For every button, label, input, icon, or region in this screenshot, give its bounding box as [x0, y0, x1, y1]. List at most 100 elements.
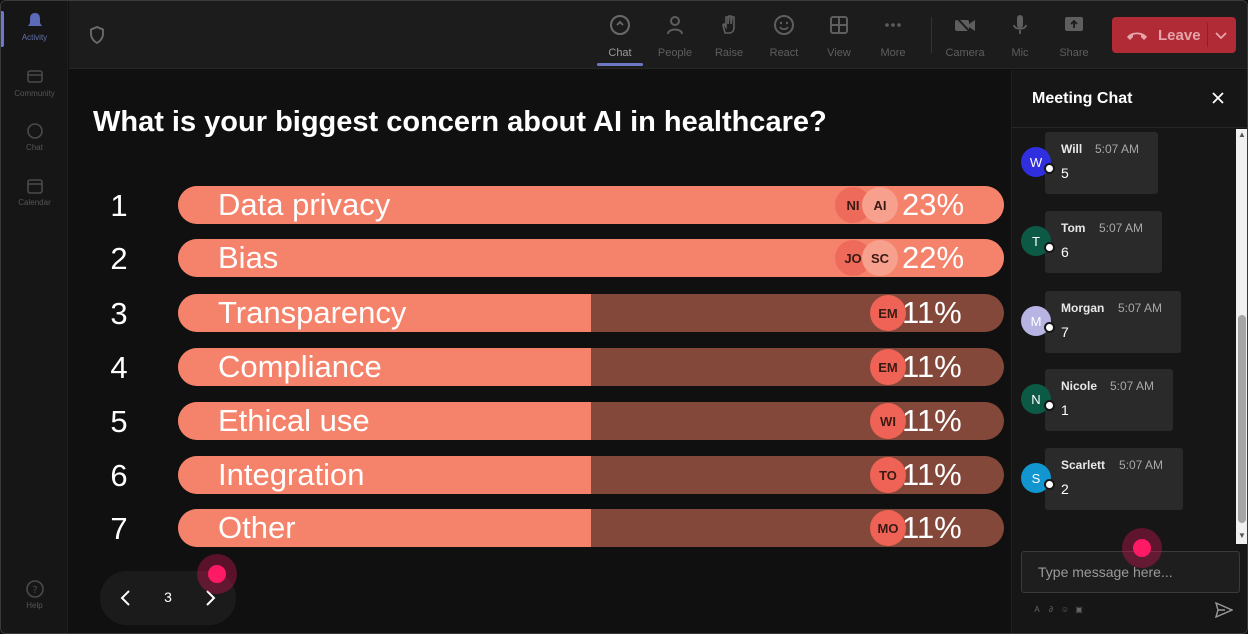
scroll-up-icon[interactable]: ▲ — [1238, 130, 1246, 139]
scrollbar-thumb[interactable] — [1238, 315, 1246, 523]
leave-button[interactable]: Leave — [1112, 17, 1236, 53]
poll-row: 3 Transparency EM 11% — [69, 294, 1010, 332]
voter-avatar: WI — [870, 403, 906, 439]
toolbar-label: People — [657, 47, 693, 59]
poll-option-label: Compliance — [218, 349, 382, 384]
hand-icon — [717, 13, 741, 37]
sender-name: Will — [1061, 142, 1083, 156]
toolbar-view-button[interactable]: View — [815, 9, 863, 61]
chat-scrollbar[interactable]: ▲ ▼ — [1236, 129, 1247, 544]
camera-off-icon — [953, 13, 977, 37]
toolbar-share-button[interactable]: Share — [1050, 9, 1098, 61]
message-bubble: Tom 5:07 AM 6 — [1045, 211, 1162, 273]
poll-percentage: 11% — [902, 295, 962, 330]
chevron-left-icon[interactable] — [114, 586, 138, 610]
chevron-right-icon[interactable] — [198, 586, 222, 610]
presence-dot — [1044, 163, 1055, 174]
toolbar-label: React — [769, 47, 799, 59]
svg-text:?: ? — [32, 585, 37, 596]
chat-input-box — [1021, 551, 1240, 593]
message-bubble: Scarlett 5:07 AM 2 — [1045, 448, 1183, 510]
message-bubble: Nicole 5:07 AM 1 — [1045, 369, 1173, 431]
close-icon[interactable] — [1208, 88, 1228, 108]
toolbar-camera-button[interactable]: Camera — [941, 9, 989, 61]
toolbar-label: Raise — [714, 47, 744, 59]
poll-stage: What is your biggest concern about AI in… — [69, 70, 1010, 633]
left-rail: Activity Community Chat Calendar ? Help — [1, 1, 68, 633]
emoji-icon[interactable]: ☺ — [1060, 604, 1070, 614]
rail-label: Help — [26, 601, 43, 610]
poll-row-number: 3 — [110, 296, 128, 331]
poll-option-label: Integration — [218, 457, 365, 492]
toolbar-more-button[interactable]: More — [869, 9, 917, 61]
people-icon — [663, 13, 687, 37]
message-timestamp: 5:07 AM — [1099, 221, 1144, 235]
rail-label: Chat — [26, 143, 43, 152]
poll-bar-fill — [178, 456, 591, 494]
meeting-chat-panel: Meeting Chat Will 5:07 AM 5 W Tom 5:07 AM 6 T Mo… — [1011, 70, 1247, 633]
bell-icon — [25, 11, 45, 31]
attach-icon[interactable]: ∂ — [1049, 604, 1053, 614]
sender-name: Tom — [1061, 221, 1086, 235]
poll-percentage: 23% — [902, 187, 965, 222]
rail-item-activity[interactable]: Activity — [5, 11, 64, 57]
voter-avatar: MO — [870, 510, 906, 546]
chat-message-input[interactable] — [1022, 552, 1239, 592]
rail-label: Community — [14, 89, 55, 98]
toolbar-raise-button[interactable]: Raise — [705, 9, 753, 61]
toolbar-react-button[interactable]: React — [760, 9, 808, 61]
message-text: 5 — [1061, 165, 1069, 181]
share-icon — [1062, 13, 1086, 37]
poll-row-number: 5 — [110, 404, 128, 439]
chat-message-list: Will 5:07 AM 5 W Tom 5:07 AM 6 T Morgan 5:07 AM 7 M… — [1012, 129, 1236, 544]
voter-avatar: SC — [862, 240, 898, 276]
poll-bar-fill — [178, 402, 591, 440]
meeting-toolbar: Chat People Raise React View — [69, 1, 1247, 69]
toolbar-label: Chat — [608, 47, 632, 59]
send-icon[interactable] — [1214, 600, 1234, 620]
sender-name: Nicole — [1061, 379, 1098, 393]
rail-item-calendar[interactable]: Calendar — [5, 176, 64, 222]
help-icon: ? — [25, 579, 45, 599]
poll-percentage: 11% — [902, 510, 962, 545]
message-timestamp: 5:07 AM — [1118, 301, 1163, 315]
mic-icon — [1008, 13, 1032, 37]
gif-icon[interactable]: ▣ — [1075, 604, 1083, 614]
poll-row: 2 Bias JO SC 22% — [69, 239, 1010, 277]
chat-icon — [25, 121, 45, 141]
calendar-icon — [25, 176, 45, 196]
poll-bar-track — [178, 294, 1004, 332]
format-icon[interactable]: A — [1034, 604, 1040, 614]
chat-bubble-icon — [608, 13, 632, 37]
toolbar-mic-button[interactable]: Mic — [996, 9, 1044, 61]
scroll-down-icon[interactable]: ▼ — [1238, 531, 1246, 540]
rail-item-community[interactable]: Community — [5, 67, 64, 113]
voter-avatar: EM — [870, 295, 906, 331]
toolbar-people-button[interactable]: People — [651, 9, 699, 61]
chevron-down-icon[interactable] — [1212, 25, 1230, 45]
poll-option-label: Data privacy — [218, 187, 391, 222]
leave-label: Leave — [1158, 26, 1201, 44]
poll-row-number: 4 — [110, 350, 128, 385]
rail-item-chat[interactable]: Chat — [5, 121, 64, 167]
toolbar-divider — [931, 17, 932, 53]
rail-item-help[interactable]: ? Help — [5, 579, 64, 625]
poll-row-number: 6 — [110, 458, 128, 493]
poll-row: 5 Ethical use WI 11% — [69, 402, 1010, 440]
presence-dot — [1044, 479, 1055, 490]
toolbar-label: More — [880, 47, 906, 59]
click-indicator — [197, 554, 237, 594]
presence-dot — [1044, 400, 1055, 411]
poll-row: 1 Data privacy NI AI 23% — [69, 186, 1010, 224]
presence-dot — [1044, 322, 1055, 333]
poll-row: 6 Integration TO 11% — [69, 456, 1010, 494]
poll-bar-fill — [178, 294, 591, 332]
toolbar-chat-button[interactable]: Chat — [596, 9, 644, 61]
poll-option-label: Ethical use — [218, 403, 370, 438]
presence-dot — [1044, 242, 1055, 253]
active-tab-indicator — [597, 63, 643, 66]
rail-label: Activity — [21, 33, 48, 42]
poll-percentage: 11% — [902, 457, 962, 492]
poll-bar-fill — [178, 348, 591, 386]
